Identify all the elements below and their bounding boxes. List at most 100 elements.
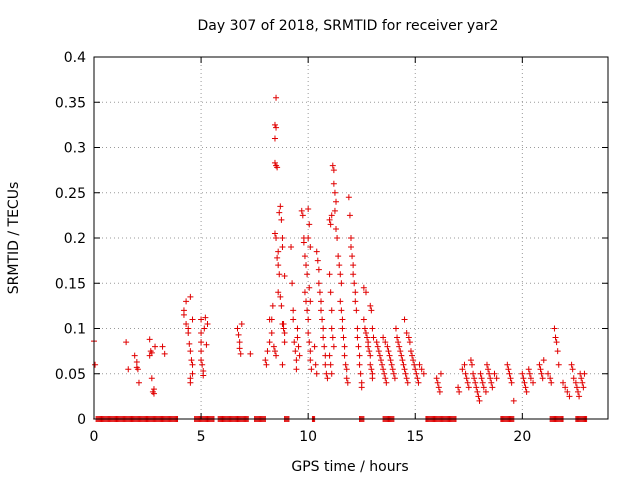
data-point xyxy=(330,167,337,174)
data-point xyxy=(293,357,300,364)
data-point xyxy=(269,302,276,309)
data-point xyxy=(305,330,312,337)
data-point xyxy=(348,244,354,251)
data-point xyxy=(375,348,382,355)
data-point xyxy=(552,334,559,341)
data-point xyxy=(380,334,387,341)
data-point xyxy=(346,212,353,219)
data-point xyxy=(337,298,344,305)
data-point xyxy=(235,331,242,338)
data-point xyxy=(278,216,285,223)
data-point xyxy=(266,339,273,346)
data-point xyxy=(275,248,282,255)
data-point xyxy=(324,375,331,382)
data-point xyxy=(344,379,351,386)
data-point xyxy=(345,194,352,201)
data-point xyxy=(510,397,517,404)
data-point xyxy=(392,325,399,332)
data-point xyxy=(320,334,327,341)
data-point xyxy=(327,289,334,296)
data-point xyxy=(402,370,409,377)
data-point xyxy=(538,370,545,377)
y-tick-label: 0.2 xyxy=(64,231,86,247)
data-point xyxy=(348,235,354,241)
data-point xyxy=(397,348,404,355)
data-point xyxy=(305,316,312,323)
x-tick-label: 15 xyxy=(406,429,424,445)
data-point xyxy=(367,302,374,309)
data-point xyxy=(418,366,425,373)
data-point xyxy=(276,271,283,278)
data-point xyxy=(526,370,533,377)
data-point xyxy=(328,212,335,219)
data-point xyxy=(277,293,284,300)
data-point xyxy=(329,162,336,169)
data-point xyxy=(189,370,196,377)
data-point xyxy=(553,339,560,346)
data-point xyxy=(281,273,288,280)
data-point xyxy=(276,209,283,216)
data-point xyxy=(333,198,340,205)
axis-ticks: 0 0.05 0.1 0.15 0.2 0.25 0.3 0.35 0.4 0 5 10 15 20 xyxy=(55,50,608,445)
data-point xyxy=(536,361,543,368)
data-point xyxy=(555,361,562,368)
data-point xyxy=(539,375,546,382)
data-point xyxy=(270,343,277,350)
data-point xyxy=(507,375,514,382)
data-point xyxy=(522,384,529,391)
data-point xyxy=(236,339,243,346)
data-point xyxy=(331,207,338,214)
data-point xyxy=(508,379,515,386)
data-point xyxy=(360,284,367,291)
data-point xyxy=(540,357,547,364)
data-point xyxy=(401,366,408,373)
data-point xyxy=(505,366,512,373)
data-point xyxy=(437,370,444,377)
x-tick-label: 10 xyxy=(299,429,317,445)
data-point xyxy=(273,124,280,131)
data-point xyxy=(303,262,310,269)
data-points xyxy=(91,94,590,422)
data-point xyxy=(327,221,334,228)
data-point xyxy=(198,316,205,323)
data-point xyxy=(271,230,278,237)
data-point xyxy=(579,379,586,386)
data-point xyxy=(465,384,472,391)
data-point xyxy=(485,366,492,373)
data-point xyxy=(389,366,396,373)
data-point xyxy=(381,370,388,377)
data-point xyxy=(554,348,561,355)
data-point xyxy=(379,361,386,368)
data-point xyxy=(123,339,130,346)
data-point xyxy=(364,334,371,341)
data-point xyxy=(237,350,244,357)
data-point xyxy=(367,352,374,359)
data-point xyxy=(506,370,513,377)
data-point xyxy=(399,357,406,364)
data-point xyxy=(279,244,286,251)
data-point xyxy=(187,293,194,300)
data-point xyxy=(568,361,575,368)
data-point xyxy=(580,384,587,391)
data-point xyxy=(328,307,335,314)
data-point xyxy=(342,361,349,368)
data-point xyxy=(326,216,333,223)
data-point xyxy=(435,384,442,391)
data-point xyxy=(456,388,463,395)
data-point xyxy=(523,388,530,395)
data-point xyxy=(293,366,300,373)
data-point xyxy=(326,271,333,278)
data-point xyxy=(187,348,194,355)
data-point xyxy=(361,325,368,332)
data-point xyxy=(382,375,389,382)
data-point xyxy=(133,358,140,365)
data-point xyxy=(200,372,207,379)
data-point xyxy=(92,361,99,368)
y-tick-label: 0 xyxy=(77,412,86,428)
data-point xyxy=(362,330,369,337)
data-point xyxy=(307,357,314,364)
data-point xyxy=(320,325,327,332)
data-point xyxy=(338,280,345,287)
data-point xyxy=(306,284,313,291)
data-point xyxy=(306,339,313,346)
